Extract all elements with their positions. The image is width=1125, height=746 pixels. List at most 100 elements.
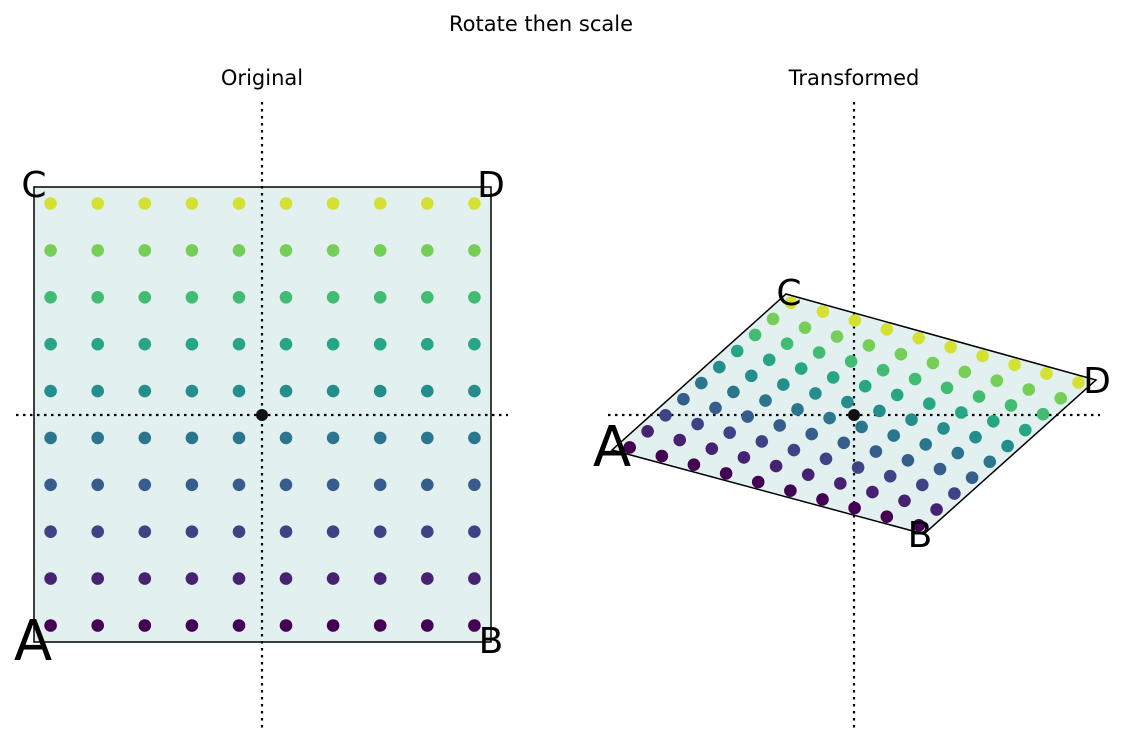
original-dot-r2-c2 <box>138 525 152 538</box>
transformed-dot-r6-c6 <box>923 397 936 411</box>
original-dot-r4-c3 <box>185 431 199 445</box>
original-dot-r0-c3 <box>185 619 199 632</box>
transformed-dot-r5-c0 <box>713 360 726 374</box>
original-dot-r3-c3 <box>185 478 199 492</box>
transformed-dot-r2-c7 <box>883 469 897 483</box>
transformed-dot-r0-c1 <box>655 449 669 463</box>
transformed-dot-r0-c0 <box>623 441 636 454</box>
original-dot-r5-c4 <box>232 384 246 398</box>
transformed-dot-r9-c6 <box>976 349 989 363</box>
transformed-dot-r4-c5 <box>855 420 868 434</box>
original-dot-r0-c9 <box>468 619 481 632</box>
transformed-dot-r7-c4 <box>876 363 890 377</box>
original-dot-r0-c0 <box>44 619 57 632</box>
transformed-dot-r6-c1 <box>762 353 776 367</box>
transformed-dot-r2-c3 <box>755 435 769 448</box>
transformed-panel: Transformed A B C D <box>593 66 1111 732</box>
original-dot-r7-c1 <box>91 291 104 304</box>
transformed-dot-r8-c1 <box>798 321 812 335</box>
transformed-dot-r3-c6 <box>869 445 883 458</box>
transformed-dot-r5-c5 <box>873 404 886 418</box>
original-dot-r2-c6 <box>326 525 340 538</box>
transformed-dot-r7-c0 <box>748 328 762 342</box>
transformed-dot-r3-c2 <box>741 410 754 423</box>
transformed-dot-r5-c7 <box>937 422 950 435</box>
original-square-outline <box>33 186 492 643</box>
transformed-dot-r2-c5 <box>819 452 833 466</box>
original-dot-r8-c6 <box>326 244 340 257</box>
transformed-dot-r1-c0 <box>641 425 654 438</box>
original-dot-r5-c2 <box>138 384 152 398</box>
transformed-dot-r5-c3 <box>809 387 822 400</box>
original-dot-r3-c1 <box>91 478 104 492</box>
original-dot-r2-c0 <box>44 525 57 538</box>
original-dot-r2-c5 <box>279 525 293 538</box>
transformed-dot-r3-c3 <box>773 419 786 432</box>
transformed-dot-r1-c5 <box>801 468 815 482</box>
original-dot-r7-c8 <box>421 291 434 304</box>
transformed-dot-r8-c9 <box>1054 392 1067 405</box>
transformed-dot-r4-c6 <box>887 429 900 442</box>
transformed-dot-r0-c3 <box>719 467 733 480</box>
original-dot-r1-c0 <box>44 572 57 585</box>
original-dot-r5-c6 <box>326 384 340 398</box>
transformed-dot-r9-c5 <box>944 340 957 354</box>
original-dot-r5-c1 <box>91 384 104 398</box>
original-dot-r3-c9 <box>468 478 481 492</box>
transformed-dot-r5-c2 <box>777 378 790 391</box>
transformed-corner-label-d: D <box>1083 361 1111 402</box>
transformed-dot-r3-c0 <box>677 392 690 406</box>
transformed-panel-title: Transformed <box>788 66 920 90</box>
transformed-dot-r1-c8 <box>898 494 911 508</box>
original-dot-r7-c7 <box>373 291 387 304</box>
original-dot-r4-c5 <box>279 431 293 445</box>
transformed-dot-r5-c9 <box>1001 439 1014 453</box>
original-corner-label-a: A <box>14 609 52 674</box>
transformed-dot-r0-c6 <box>816 493 829 506</box>
original-dot-r1-c5 <box>279 572 293 585</box>
transformed-dot-r2-c0 <box>659 409 672 422</box>
original-dot-r9-c7 <box>373 197 387 210</box>
transformed-dot-r9-c8 <box>1040 367 1053 380</box>
original-dot-r1-c9 <box>468 572 481 585</box>
original-dot-r9-c5 <box>279 197 293 210</box>
original-dot-r0-c1 <box>91 619 104 632</box>
transformed-parallelogram-outline <box>610 293 1098 535</box>
original-dot-r6-c7 <box>373 337 387 351</box>
transformed-dot-r0-c2 <box>687 458 701 472</box>
original-dot-r1-c8 <box>421 572 434 585</box>
original-dot-r7-c0 <box>44 291 57 304</box>
original-dot-r0-c2 <box>138 619 152 632</box>
original-dot-r3-c0 <box>44 478 57 492</box>
original-dot-r5-c9 <box>468 384 481 398</box>
original-dot-r7-c3 <box>185 291 199 304</box>
transformed-dot-r2-c4 <box>787 443 801 457</box>
transformed-dot-r8-c7 <box>990 374 1004 388</box>
transformed-corner-label-a: A <box>593 415 631 480</box>
original-dot-r1-c1 <box>91 572 104 585</box>
transformed-dot-r6-c8 <box>987 415 1000 428</box>
transformed-dot-r7-c5 <box>908 372 922 386</box>
transformed-dot-r4-c8 <box>951 446 965 460</box>
transformed-dot-r8-c6 <box>958 365 972 379</box>
transformed-dot-r3-c7 <box>901 454 915 467</box>
transformed-dot-r9-c9 <box>1072 376 1085 389</box>
original-dot-r8-c2 <box>138 244 152 257</box>
transformed-corner-label-b: B <box>908 515 933 556</box>
original-dot-r9-c4 <box>232 197 246 210</box>
transformed-dot-r8-c0 <box>766 312 780 326</box>
original-dot-r6-c6 <box>326 337 340 351</box>
original-dot-r8-c5 <box>279 244 293 257</box>
transformed-dot-r6-c3 <box>826 371 840 384</box>
transformed-dot-r9-c2 <box>848 314 862 327</box>
transformed-dot-r4-c3 <box>791 403 804 416</box>
original-dot-r9-c2 <box>138 197 152 210</box>
original-dot-r7-c6 <box>326 291 340 304</box>
original-dot-r6-c0 <box>44 337 57 351</box>
original-dot-r3-c4 <box>232 478 246 492</box>
original-dot-r9-c3 <box>185 197 199 210</box>
original-dot-r7-c2 <box>138 291 152 304</box>
original-dot-r5-c5 <box>279 384 293 398</box>
original-dot-r9-c6 <box>326 197 340 210</box>
